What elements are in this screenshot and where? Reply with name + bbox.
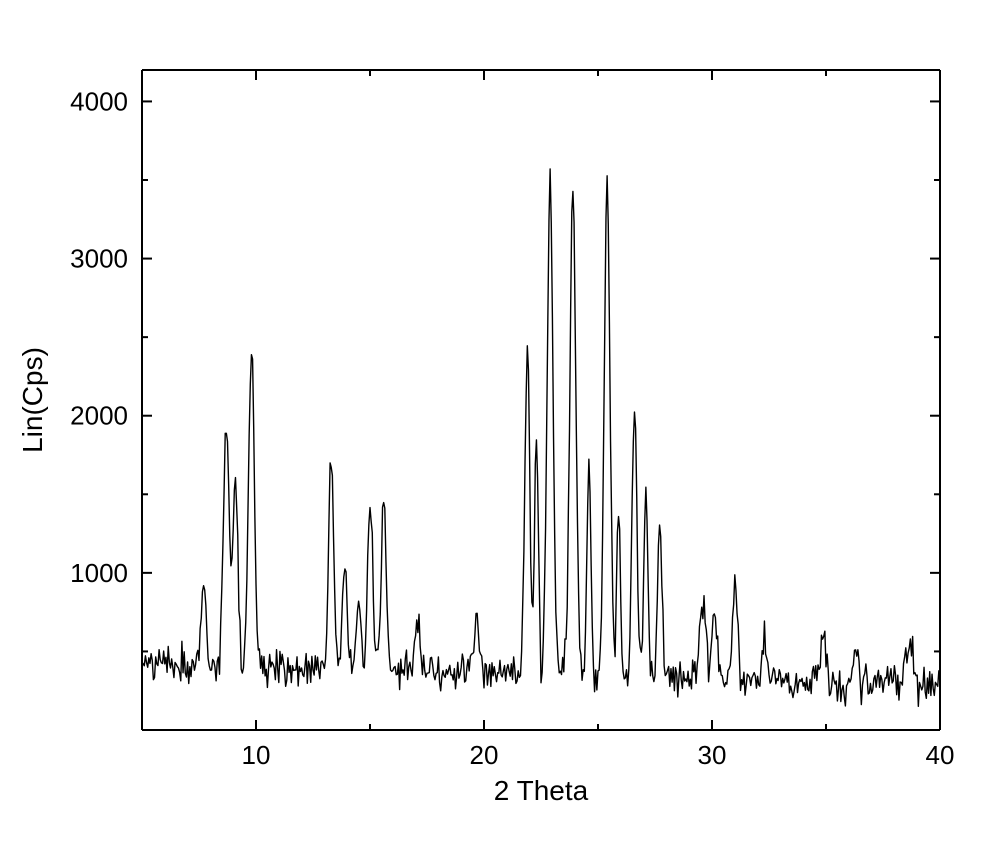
x-tick-label: 40 <box>926 740 955 770</box>
y-tick-label: 4000 <box>70 86 128 116</box>
xrd-series <box>142 169 940 706</box>
xrd-chart: 10 20 30 40 1000 2000 3000 4000 2 Theta Lin(Cps) <box>0 0 986 842</box>
x-axis-label: 2 Theta <box>494 775 589 806</box>
x-tick-label: 20 <box>470 740 499 770</box>
x-tick-label: 10 <box>242 740 271 770</box>
y-axis-label: Lin(Cps) <box>17 347 48 453</box>
y-tick-label: 3000 <box>70 244 128 274</box>
y-tick-label: 1000 <box>70 558 128 588</box>
y-tick-label: 2000 <box>70 401 128 431</box>
x-tick-label: 30 <box>698 740 727 770</box>
xrd-chart-container: 10 20 30 40 1000 2000 3000 4000 2 Theta Lin(Cps) <box>0 0 986 842</box>
